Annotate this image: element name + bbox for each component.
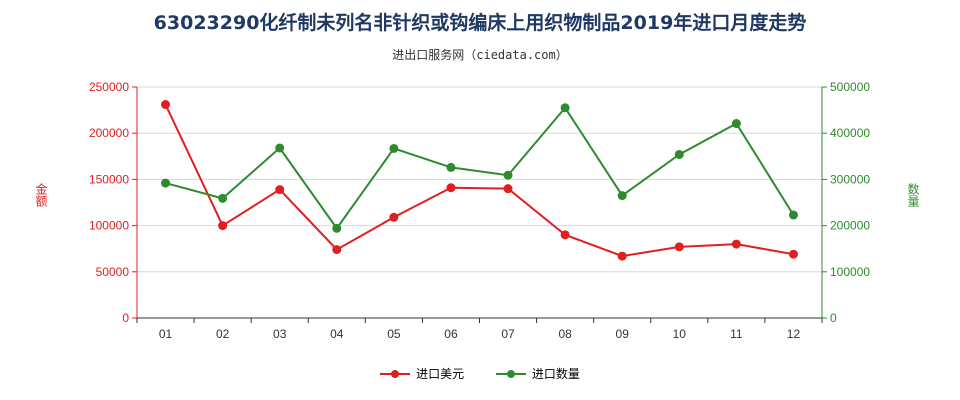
right-axis-label: 数量 [906, 183, 920, 207]
quantity-data-point [275, 143, 285, 153]
right-tick-label: 100000 [830, 265, 870, 279]
amount-legend-marker [380, 368, 411, 380]
legend-label-amount: 进口美元 [416, 367, 465, 381]
x-tick-label: 11 [730, 327, 743, 341]
x-tick-label: 10 [673, 327, 687, 341]
x-tick-label: 01 [159, 327, 173, 341]
legend: 进口美元 进口数量 [0, 365, 960, 383]
amount-data-point [275, 185, 285, 195]
amount-data-point [731, 239, 741, 249]
x-tick-label: 09 [616, 327, 630, 341]
amount-data-point [560, 230, 570, 240]
quantity-data-point [446, 162, 456, 172]
x-tick-label: 06 [444, 327, 458, 341]
legend-item-quantity[interactable]: 进口数量 [495, 365, 580, 382]
left-axis-label: 金额 [34, 183, 48, 207]
left-tick-label: 0 [122, 311, 129, 325]
legend-item-amount[interactable]: 进口美元 [380, 365, 464, 382]
x-tick-label: 02 [216, 327, 230, 341]
left-tick-label: 150000 [89, 172, 129, 186]
amount-data-point [389, 212, 399, 222]
amount-data-point [161, 100, 171, 110]
quantity-data-point [503, 170, 513, 180]
quantity-data-point [332, 223, 342, 233]
quantity-data-point [389, 143, 399, 153]
legend-label-quantity: 进口数量 [531, 367, 580, 381]
amount-data-point [446, 183, 456, 193]
right-tick-label: 500000 [830, 80, 870, 94]
x-tick-label: 12 [787, 327, 801, 341]
quantity-data-point [617, 191, 627, 201]
quantity-series-line [165, 106, 795, 231]
chart-title: 63023290化纤制未列名非针织或钩编床上用织物制品2019年进口月度走势 [153, 12, 807, 34]
quantity-legend-marker [495, 368, 526, 380]
x-tick-label: 03 [273, 327, 287, 341]
quantity-data-point [218, 193, 228, 203]
x-tick-label: 04 [330, 327, 344, 341]
left-tick-label: 100000 [89, 219, 129, 233]
amount-data-point [332, 245, 342, 255]
amount-data-point [788, 249, 798, 259]
amount-data-point [503, 184, 513, 194]
right-tick-label: 0 [830, 311, 837, 325]
quantity-data-point [560, 103, 570, 113]
left-tick-label: 50000 [96, 265, 130, 279]
x-tick-label: 08 [558, 327, 572, 341]
chart-subtitle: 进出口服务网（ciedata.com） [392, 48, 568, 62]
left-tick-label: 250000 [89, 80, 129, 94]
right-tick-label: 400000 [830, 126, 870, 140]
quantity-data-point [731, 118, 741, 128]
quantity-data-point [788, 210, 798, 220]
x-tick-label: 05 [387, 327, 401, 341]
quantity-data-point [161, 178, 171, 188]
amount-data-point [218, 221, 228, 231]
right-tick-label: 300000 [830, 172, 870, 186]
quantity-data-point [674, 149, 684, 159]
left-tick-label: 200000 [89, 126, 129, 140]
amount-data-point [674, 242, 684, 252]
right-tick-label: 200000 [830, 219, 870, 233]
amount-series-line [164, 104, 794, 258]
amount-data-point [617, 251, 627, 261]
x-tick-label: 07 [501, 327, 515, 341]
